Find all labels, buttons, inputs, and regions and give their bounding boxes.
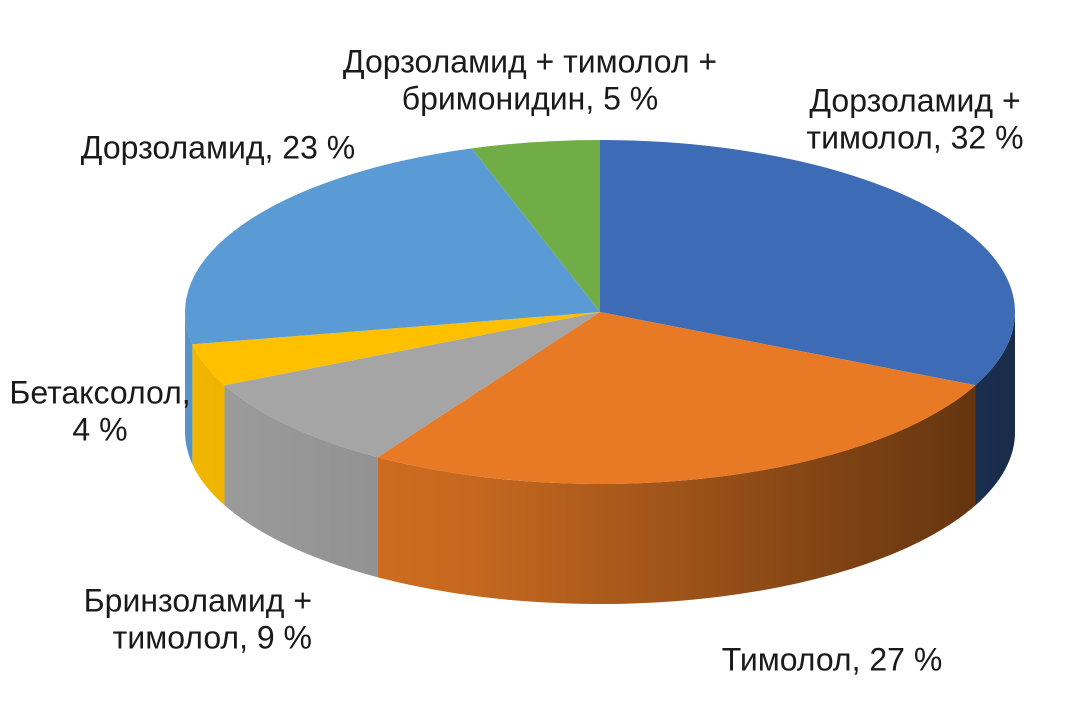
slice <box>192 312 601 386</box>
data-label: Дорзоламид + <box>809 82 1020 118</box>
slice <box>224 312 601 458</box>
data-label: 4 % <box>72 411 127 447</box>
data-label: Бринзоламид + <box>84 582 312 618</box>
data-label: Дорзоламид, 23 % <box>81 129 355 165</box>
data-label: тимолол, 32 % <box>806 119 1023 155</box>
data-label: бримонидин, 5 % <box>402 80 658 116</box>
slice <box>184 148 600 345</box>
slice <box>600 140 1015 386</box>
data-label: Бетаксолол, <box>9 374 190 410</box>
data-label: тимолол, 9 % <box>113 619 312 655</box>
slice <box>471 140 600 312</box>
data-label: Дорзоламид + тимолол + <box>343 43 717 79</box>
slice <box>377 312 976 484</box>
data-label: Тимолол, 27 % <box>722 641 943 677</box>
side-shade <box>185 312 1015 604</box>
